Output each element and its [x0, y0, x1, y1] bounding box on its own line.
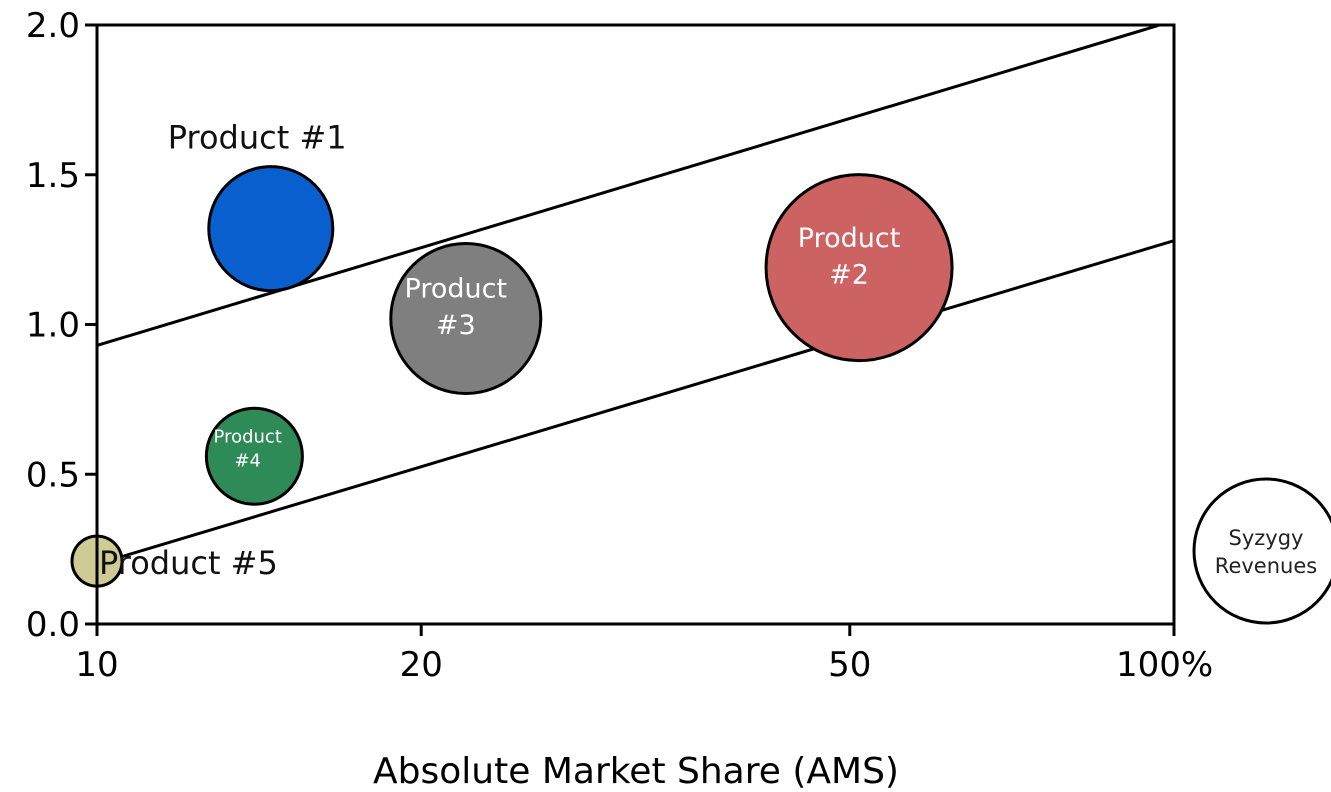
bubble-label-product-1: Product #1: [168, 119, 347, 157]
y-axis: 0.0 0.5 1.0 1.5 2.0: [26, 6, 97, 645]
x-tick-label: 50: [828, 645, 871, 685]
y-tick-label: 1.5: [26, 156, 80, 196]
bubble-label-product-3: Product: [405, 274, 508, 305]
plot-frame: [95, 23, 1176, 626]
x-tick-label: 10: [75, 645, 118, 685]
x-axis-title: Absolute Market Share (AMS): [373, 751, 899, 792]
x-tick-label: 20: [400, 645, 443, 685]
bubble-label-product-2: #2: [829, 259, 869, 290]
bubbles-layer: [70, 165, 954, 588]
legend-label: Syzygy: [1229, 526, 1304, 550]
legend-bubble: [1192, 477, 1331, 625]
bubble-product-2: [764, 173, 954, 363]
bubble-label-product-4: Product: [214, 426, 282, 447]
bubble-product-1: [207, 165, 335, 293]
x-axis: 10 20 50 100%: [75, 624, 1213, 685]
bubble-labels-layer: Product #1 Product #2 Product #3 Product #4 Pro…: [99, 119, 900, 582]
y-tick-label: 0.0: [26, 605, 80, 645]
bubble-label-product-4: #4: [234, 451, 261, 472]
bubble-label-product-3: #3: [436, 310, 476, 341]
bubble-product-4: [204, 406, 304, 506]
y-tick-label: 1.0: [26, 306, 80, 346]
y-tick-label: 2.0: [26, 6, 80, 46]
bubble-label-product-2: Product: [798, 223, 901, 254]
legend: Syzygy Revenues: [1192, 477, 1331, 625]
x-tick-label: 100%: [1116, 645, 1213, 685]
bubble-product-3: [389, 242, 543, 396]
reference-line-2: [96, 239, 1175, 566]
legend-label: Revenues: [1215, 554, 1317, 578]
bubble-label-product-5: Product #5: [99, 544, 278, 582]
y-tick-label: 0.5: [26, 455, 80, 495]
